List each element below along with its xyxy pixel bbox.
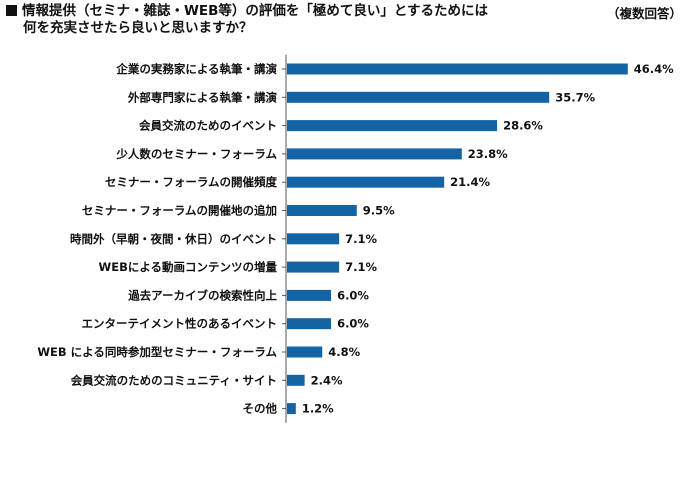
bar bbox=[287, 261, 340, 273]
data-label: 4.8% bbox=[328, 345, 360, 359]
category-label: 会員交流のためのイベント bbox=[138, 119, 277, 133]
category-label: 会員交流のためのコミュニティ・サイト bbox=[70, 373, 277, 387]
bar bbox=[287, 63, 628, 75]
data-label: 28.6% bbox=[503, 119, 543, 133]
category-label: WEBによる動画コンテンツの増量 bbox=[99, 260, 278, 274]
data-label: 6.0% bbox=[337, 317, 369, 331]
category-label: 時間外（早朝・夜間・休日）のイベント bbox=[70, 232, 277, 246]
bar bbox=[287, 346, 323, 358]
data-label: 7.1% bbox=[345, 260, 377, 274]
bar bbox=[287, 148, 462, 160]
bar bbox=[287, 205, 357, 216]
data-label: 46.4% bbox=[634, 62, 674, 76]
bar bbox=[287, 120, 498, 132]
data-label: 35.7% bbox=[555, 90, 595, 104]
data-label: 1.2% bbox=[302, 402, 334, 416]
bar bbox=[287, 403, 296, 415]
data-label: 21.4% bbox=[450, 175, 490, 189]
bar bbox=[287, 91, 550, 103]
category-label: 過去アーカイブの検索性向上 bbox=[127, 288, 277, 302]
category-label: 企業の実務家による執筆・講演 bbox=[115, 62, 277, 76]
category-label: セミナー・フォーラムの開催頻度 bbox=[105, 175, 278, 189]
data-label: 2.4% bbox=[311, 373, 343, 387]
category-label: WEB による同時参加型セミナー・フォーラム bbox=[37, 345, 277, 359]
bar bbox=[287, 318, 332, 330]
multiple-answers-note: （複数回答） bbox=[606, 6, 682, 21]
bar bbox=[287, 374, 305, 386]
data-label: 7.1% bbox=[345, 232, 377, 246]
category-label: セミナー・フォーラムの開催地の追加 bbox=[82, 204, 277, 218]
bar bbox=[287, 176, 445, 188]
category-label: その他 bbox=[243, 402, 278, 416]
square-bullet-icon bbox=[6, 5, 17, 16]
title-line-2: 何を充実させたら良いと思いますか？ bbox=[23, 20, 253, 36]
category-label: 外部専門家による執筆・講演 bbox=[127, 90, 278, 104]
data-label: 6.0% bbox=[337, 288, 369, 302]
chart-title: 情報提供（セミナ・雑誌・WEB等）の評価を「極めて良い」とするためには 何を充実… bbox=[6, 3, 566, 37]
bar bbox=[287, 289, 332, 301]
category-label: 少人数のセミナー・フォーラム bbox=[115, 147, 277, 161]
data-label: 23.8% bbox=[468, 147, 508, 161]
category-label: エンターテイメント性のあるイベント bbox=[82, 317, 278, 331]
title-line-1: 情報提供（セミナ・雑誌・WEB等）の評価を「極めて良い」とするためには bbox=[22, 3, 488, 19]
data-label: 9.5% bbox=[363, 204, 395, 218]
bar bbox=[287, 233, 340, 245]
